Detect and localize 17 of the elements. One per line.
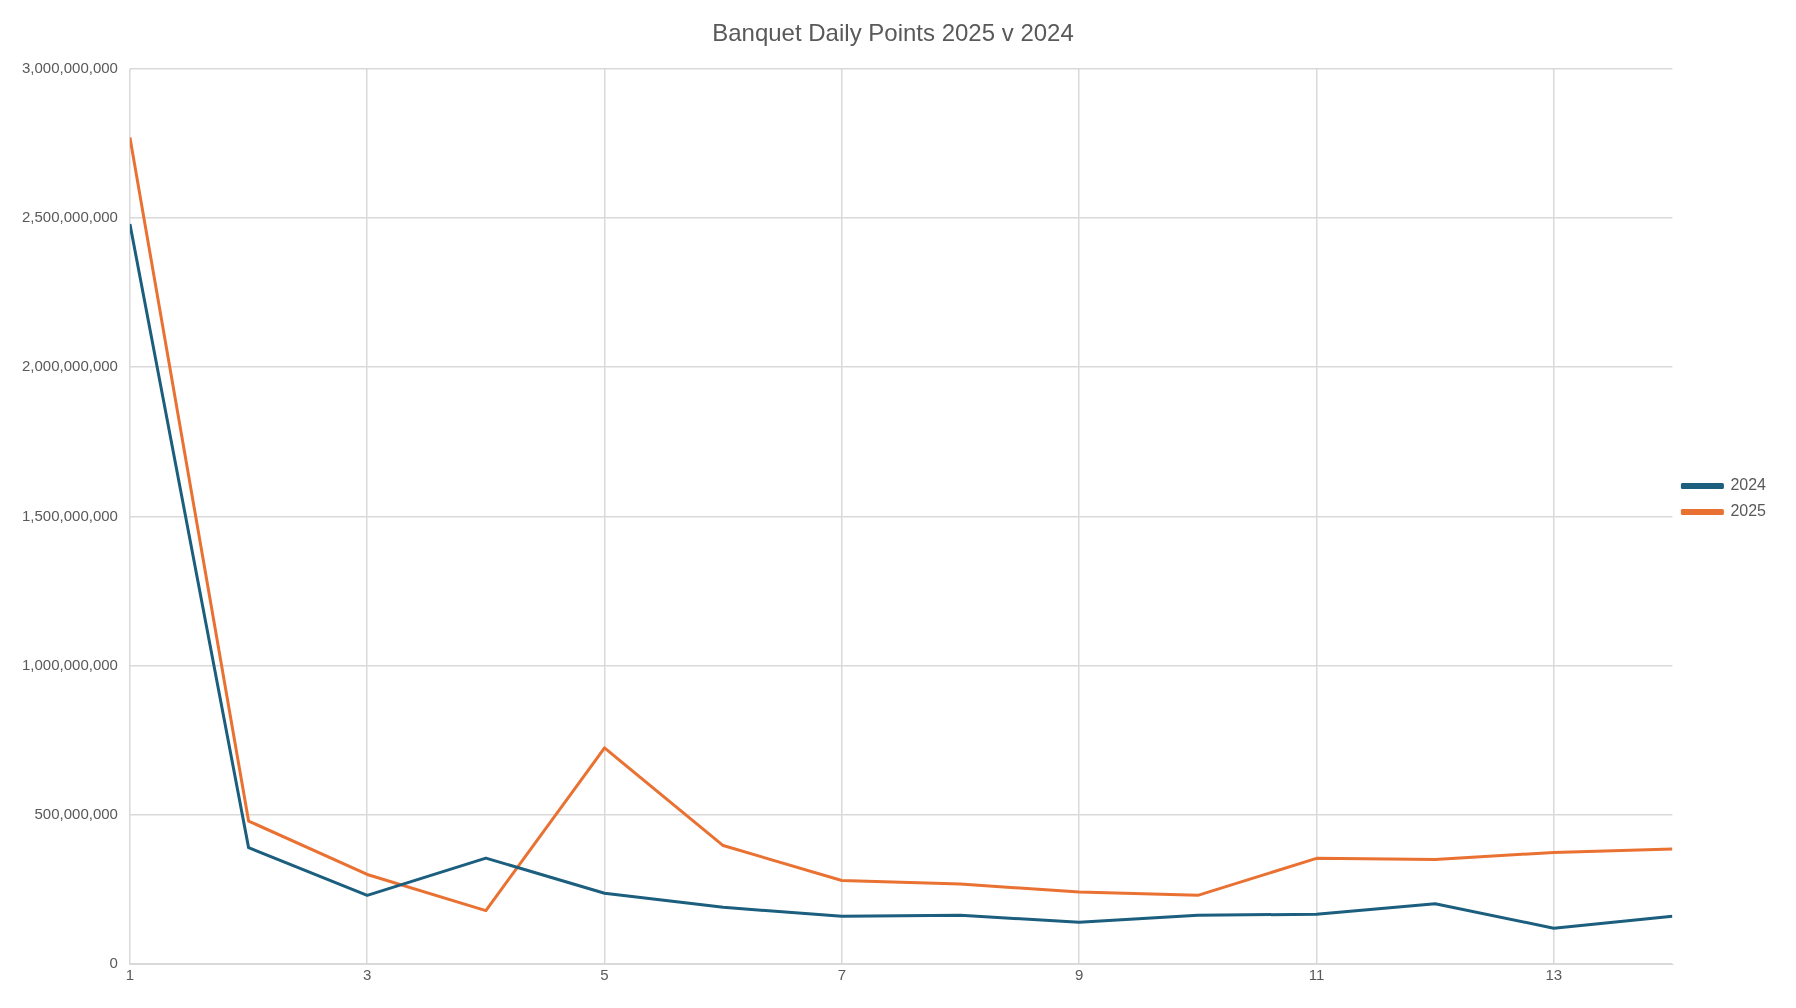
x-tick-label: 7: [837, 966, 847, 984]
x-tick-label: 5: [600, 966, 609, 984]
x-tick-label: 3: [363, 966, 372, 984]
legend-label: 2024: [1730, 476, 1767, 494]
y-tick-label: 3,000,000,000: [21, 58, 118, 76]
legend-label: 2025: [1730, 502, 1767, 520]
x-tick-label: 1: [125, 966, 135, 984]
y-tick-label: 2,000,000,000: [21, 357, 118, 375]
y-tick-label: 0: [109, 954, 118, 972]
y-tick-label: 500,000,000: [34, 804, 118, 822]
x-tick-label: 9: [1074, 966, 1084, 984]
chart-title: Banquet Daily Points 2025 v 2024: [712, 19, 1074, 47]
y-tick-label: 1,500,000,000: [21, 506, 118, 524]
y-tick-label: 1,000,000,000: [21, 655, 118, 673]
y-tick-label: 2,500,000,000: [21, 208, 118, 226]
x-tick-label: 11: [1308, 966, 1325, 984]
x-tick-label: 13: [1545, 966, 1563, 984]
